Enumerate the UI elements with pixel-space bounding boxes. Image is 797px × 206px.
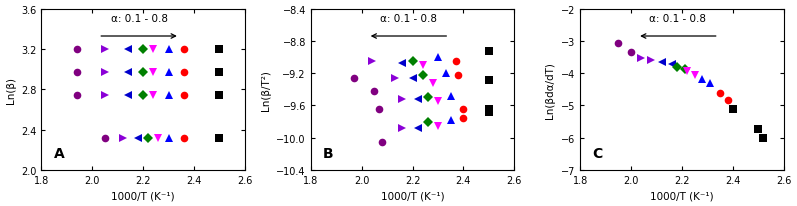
Text: α: 0.1 - 0.8: α: 0.1 - 0.8 (111, 14, 167, 24)
Text: α: 0.1 - 0.8: α: 0.1 - 0.8 (650, 14, 706, 24)
X-axis label: 1000/T (K⁻¹): 1000/T (K⁻¹) (112, 191, 175, 200)
Y-axis label: Ln(β/T²): Ln(β/T²) (261, 69, 271, 110)
Y-axis label: Ln(βdα/dT): Ln(βdα/dT) (545, 62, 556, 118)
Text: α: 0.1 - 0.8: α: 0.1 - 0.8 (380, 14, 437, 24)
Text: C: C (592, 147, 603, 160)
Text: B: B (323, 147, 334, 160)
Text: A: A (53, 147, 65, 160)
Y-axis label: Ln(β): Ln(β) (6, 76, 16, 103)
X-axis label: 1000/T (K⁻¹): 1000/T (K⁻¹) (650, 191, 714, 200)
X-axis label: 1000/T (K⁻¹): 1000/T (K⁻¹) (381, 191, 445, 200)
